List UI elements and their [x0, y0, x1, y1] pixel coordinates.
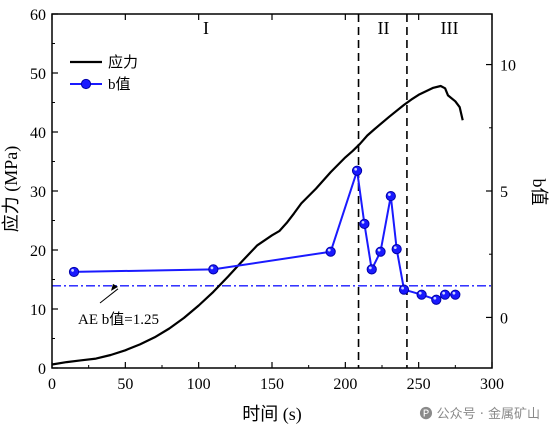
bvalue-point: [391, 244, 402, 255]
bvalue-point: [431, 294, 442, 305]
bvalue-point-highlight: [354, 167, 358, 171]
x-tick-label: 100: [187, 376, 211, 393]
bvalue-point-highlight: [418, 291, 422, 295]
region-label: III: [440, 18, 458, 38]
bvalue-point-highlight: [442, 291, 446, 295]
y-right-tick-label: 0: [500, 310, 508, 327]
bvalue-point: [351, 165, 363, 176]
bvalue-point: [68, 266, 80, 278]
bvalue-point: [208, 264, 219, 275]
bvalue-point: [439, 289, 451, 300]
legend-label-stress: 应力: [108, 53, 138, 71]
threshold-annotation: AE b值=1.25: [78, 311, 159, 328]
x-tick-label: 300: [480, 376, 504, 393]
bvalue-point-highlight: [388, 193, 391, 196]
bvalue-point-highlight: [452, 291, 456, 295]
y-left-tick-label: 10: [30, 302, 46, 319]
bvalue-point-highlight: [327, 248, 331, 252]
bvalue-point: [359, 218, 370, 229]
bvalue-point: [325, 246, 336, 257]
stress-line: [51, 84, 464, 366]
region-label: II: [377, 18, 389, 38]
bvalue-point-highlight: [401, 286, 404, 290]
bvalue-point-highlight: [361, 220, 365, 224]
region-label: I: [203, 18, 209, 38]
annotation-arrowhead: [111, 283, 118, 291]
bvalue-point-highlight: [210, 266, 214, 270]
x-tick-label: 50: [117, 376, 133, 393]
bvalue-point-highlight: [368, 266, 372, 270]
bvalue-point-highlight: [71, 269, 74, 272]
y-right-tick-label: 10: [500, 58, 516, 75]
bvalue-point: [375, 246, 386, 257]
x-tick-label: 0: [48, 376, 56, 393]
y-axis-right-label: b值: [529, 179, 549, 206]
y-left-tick-label: 50: [30, 66, 46, 83]
annotation-arrow: [99, 288, 119, 304]
bvalue-point: [416, 289, 427, 300]
y-left-tick-label: 60: [30, 7, 46, 24]
bvalue-point-highlight: [433, 296, 437, 300]
y-right-tick-label: 5: [500, 184, 508, 201]
x-axis-label: 时间 (s): [242, 404, 302, 425]
legend-marker-bvalue: [80, 78, 92, 90]
bvalue-point: [398, 284, 410, 295]
bvalue-point: [366, 264, 377, 275]
watermark-text: 🅟 公众号 · 金属矿山: [419, 407, 540, 422]
x-tick-label: 200: [333, 376, 357, 393]
bvalue-point-highlight: [393, 246, 397, 250]
legend-label-bvalue: b值: [108, 76, 131, 93]
y-left-tick-label: 40: [30, 125, 46, 142]
bvalue-point: [385, 190, 396, 202]
x-tick-label: 250: [407, 376, 431, 393]
y-left-tick-label: 20: [30, 243, 46, 260]
bvalue-point-highlight: [377, 248, 381, 252]
x-tick-label: 150: [260, 376, 284, 393]
y-left-tick-label: 30: [30, 184, 46, 201]
y-left-tick-label: 0: [38, 361, 46, 378]
bvalue-point: [450, 289, 461, 300]
y-axis-left-label: 应力 (MPa): [1, 146, 22, 233]
